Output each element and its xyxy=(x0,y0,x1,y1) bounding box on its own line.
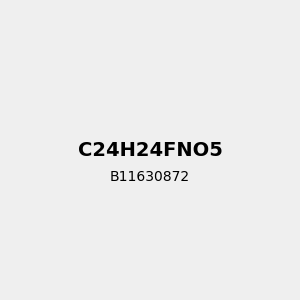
Text: B11630872: B11630872 xyxy=(110,170,190,184)
Text: C24H24FNO5: C24H24FNO5 xyxy=(78,140,222,160)
